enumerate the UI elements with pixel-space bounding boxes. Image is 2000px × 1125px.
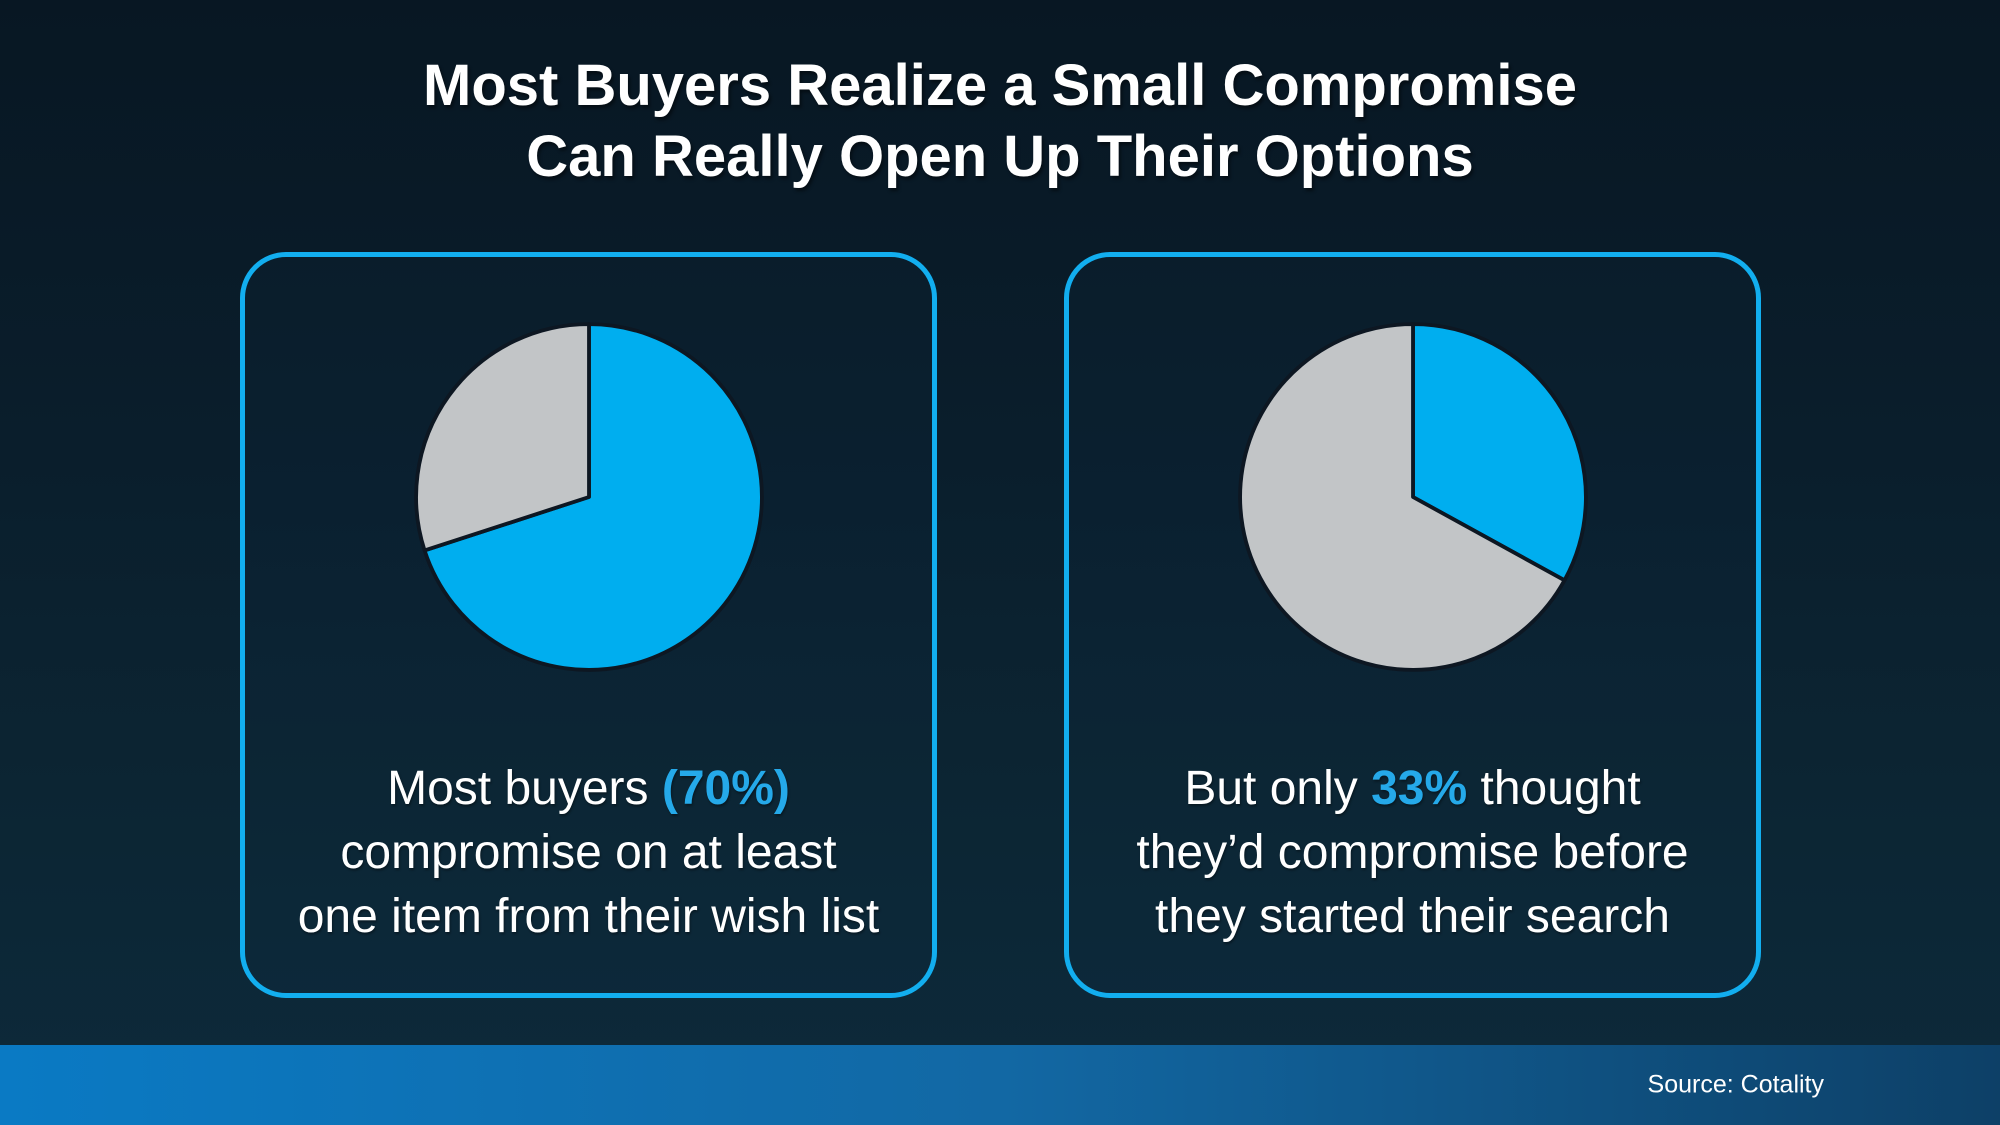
caption-line: compromise on at least: [245, 821, 932, 885]
pie-slice-70%: [422, 322, 764, 672]
caption-emphasis-value: 33%: [1371, 762, 1468, 815]
page-title-line-2: Can Really Open Up Their Options: [526, 124, 1474, 189]
caption-text: thought: [1467, 762, 1641, 815]
caption-emphasis-value: (70%): [661, 762, 790, 815]
footer-bar: Source: Cotality: [0, 1045, 2000, 1125]
caption-line: they started their search: [1069, 885, 1756, 949]
caption-line: But only 33% thought: [1069, 757, 1756, 821]
pie-slice-67%: [1237, 322, 1566, 672]
page-title: Most Buyers Realize a Small Compromise C…: [0, 50, 2000, 192]
pie-chart-70-percent: [413, 322, 764, 672]
pie-slice-33%: [1410, 322, 1588, 583]
caption-line: Most buyers (70%): [245, 757, 932, 821]
caption-line: one item from their wish list: [245, 885, 932, 949]
card-most-buyers-compromise: Most buyers (70%) compromise on at least o…: [240, 252, 937, 998]
caption-text: But only: [1184, 762, 1372, 815]
caption-line: they’d compromise before: [1069, 821, 1756, 885]
caption-text: one item from their wish list: [297, 890, 880, 943]
caption-text: Most buyers: [387, 762, 662, 815]
caption-expected-compromise: But only 33% thought they’d compromise be…: [1069, 757, 1756, 949]
page-title-line-1: Most Buyers Realize a Small Compromise: [423, 53, 1577, 118]
caption-text: they’d compromise before: [1136, 826, 1689, 879]
caption-most-buyers: Most buyers (70%) compromise on at least o…: [245, 757, 932, 949]
pie-slice-30%: [413, 322, 591, 553]
card-expected-compromise: But only 33% thought they’d compromise be…: [1064, 252, 1761, 998]
caption-text: compromise on at least: [340, 826, 837, 879]
caption-text: they started their search: [1155, 890, 1670, 943]
source-label: Source: Cotality: [1647, 1070, 1824, 1099]
pie-chart-33-percent: [1237, 322, 1588, 672]
